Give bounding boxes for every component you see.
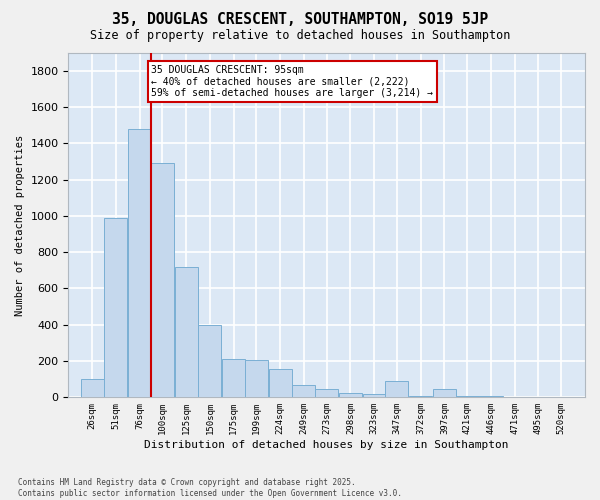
Bar <box>362 394 386 398</box>
Bar <box>339 393 362 398</box>
Bar <box>456 396 479 398</box>
Bar <box>128 128 151 398</box>
Bar <box>479 396 503 398</box>
Bar <box>409 396 432 398</box>
Text: Contains HM Land Registry data © Crown copyright and database right 2025.
Contai: Contains HM Land Registry data © Crown c… <box>18 478 402 498</box>
Text: 35 DOUGLAS CRESCENT: 95sqm
← 40% of detached houses are smaller (2,222)
59% of s: 35 DOUGLAS CRESCENT: 95sqm ← 40% of deta… <box>151 65 433 98</box>
Bar <box>433 389 456 398</box>
Bar <box>222 359 245 398</box>
Y-axis label: Number of detached properties: Number of detached properties <box>15 134 25 316</box>
Bar <box>292 384 316 398</box>
Bar <box>199 324 221 398</box>
Bar <box>80 379 104 398</box>
Bar <box>385 381 409 398</box>
Bar <box>175 266 197 398</box>
Bar <box>245 360 268 398</box>
Bar <box>315 389 338 398</box>
Text: 35, DOUGLAS CRESCENT, SOUTHAMPTON, SO19 5JP: 35, DOUGLAS CRESCENT, SOUTHAMPTON, SO19 … <box>112 12 488 26</box>
Text: Size of property relative to detached houses in Southampton: Size of property relative to detached ho… <box>90 29 510 42</box>
Bar <box>151 163 174 398</box>
Bar <box>104 218 127 398</box>
X-axis label: Distribution of detached houses by size in Southampton: Distribution of detached houses by size … <box>145 440 509 450</box>
Bar <box>269 369 292 398</box>
